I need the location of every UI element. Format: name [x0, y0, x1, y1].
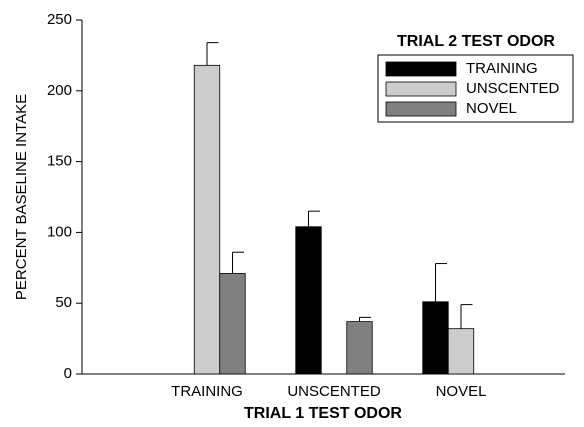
y-tick-label: 50	[55, 294, 72, 311]
legend-label: TRAINING	[466, 60, 538, 77]
y-axis-label: PERCENT BASELINE INTAKE	[13, 94, 30, 300]
x-tick-label: NOVEL	[436, 383, 487, 400]
y-tick-label: 200	[47, 82, 72, 99]
x-tick-label: UNSCENTED	[287, 383, 381, 400]
legend-label: UNSCENTED	[466, 80, 560, 97]
legend-swatch	[385, 101, 457, 117]
bar	[219, 273, 246, 375]
x-axis-label: TRIAL 1 TEST ODOR	[244, 405, 402, 422]
bar	[447, 328, 475, 375]
x-tick-label: TRAINING	[171, 383, 243, 400]
y-tick-label: 0	[64, 365, 72, 382]
bar	[422, 301, 449, 375]
bar	[346, 321, 373, 375]
legend-title: TRIAL 2 TEST ODOR	[397, 33, 555, 50]
legend-swatch	[385, 61, 457, 77]
y-tick-label: 150	[47, 153, 72, 170]
bar	[193, 64, 221, 375]
y-tick-label: 100	[47, 223, 72, 240]
bar	[295, 226, 322, 375]
y-tick-label: 250	[47, 11, 72, 28]
legend-label: NOVEL	[466, 100, 517, 117]
legend-swatch	[385, 81, 457, 97]
